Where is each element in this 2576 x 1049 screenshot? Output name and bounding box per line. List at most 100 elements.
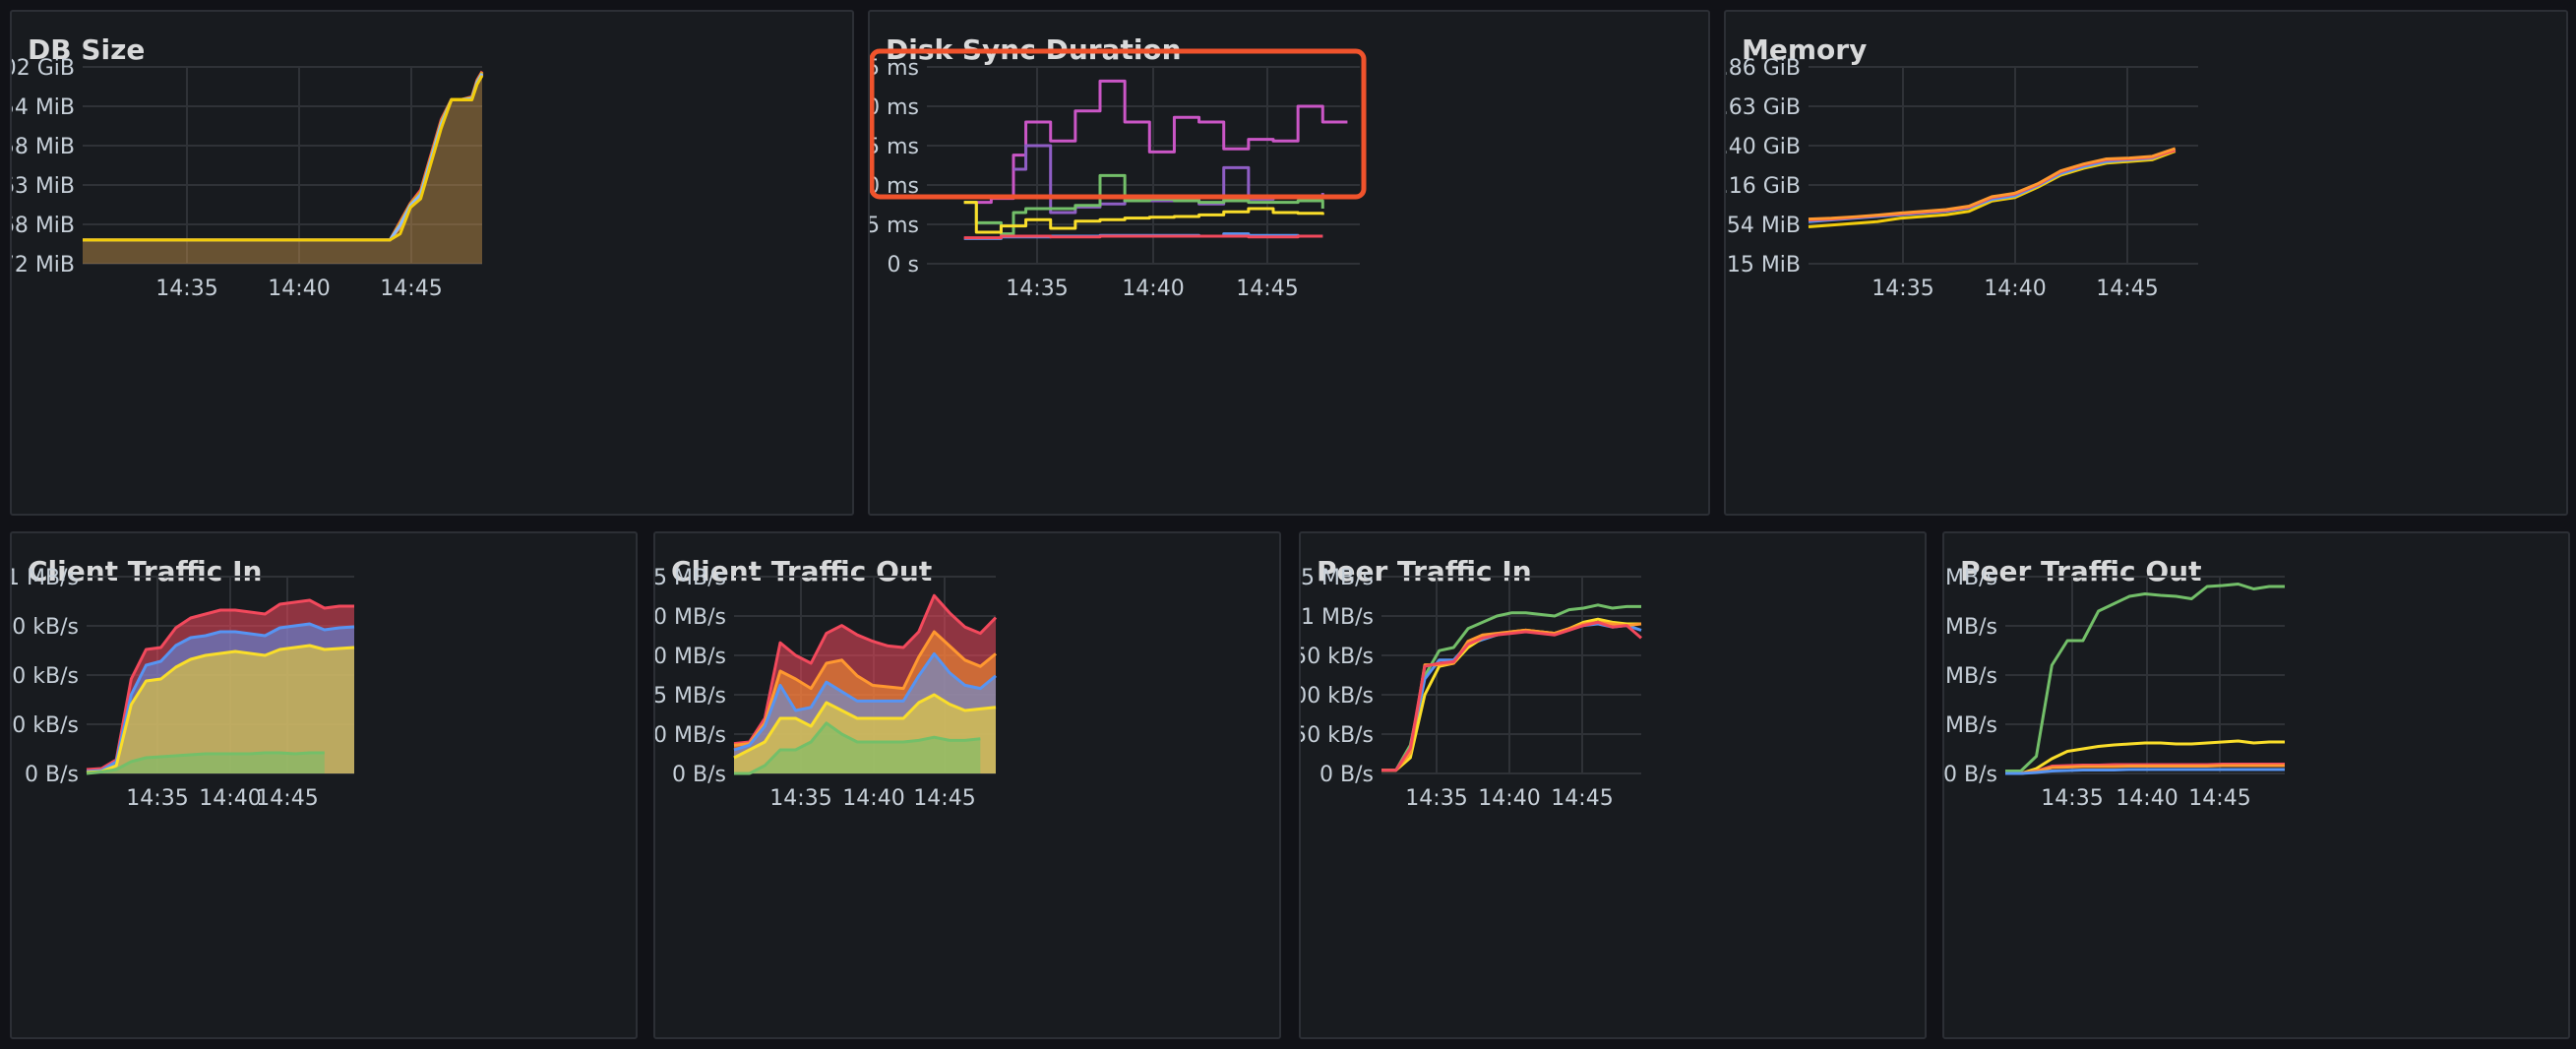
y-tick-label: 1 MB/s	[1944, 713, 1997, 738]
y-tick-label: 5 ms	[870, 214, 919, 238]
x-tick-label: 14:45	[256, 786, 318, 811]
y-tick-label: 0 B/s	[1944, 763, 1997, 787]
series-line	[86, 751, 325, 775]
series-area	[83, 74, 482, 264]
y-tick-label: 2 MB/s	[1944, 664, 1997, 689]
series-line	[1381, 620, 1642, 772]
x-tick-label: 14:45	[913, 786, 975, 811]
x-tick-label: 14:40	[268, 277, 330, 301]
x-tick-label: 14:35	[1405, 786, 1467, 811]
chart-db-size: 572 MiB 668 MiB 763 MiB 858 MiB 954 MiB 1.02 …	[12, 56, 484, 301]
y-tick-label: 15 ms	[870, 135, 919, 159]
x-tick-label: 14:35	[769, 786, 831, 811]
y-tick-label: 1.40 GiB	[1726, 135, 1801, 159]
x-tick-label: 14:35	[126, 786, 188, 811]
y-tick-label: 763 MiB	[12, 174, 75, 199]
y-tick-label: 0 B/s	[672, 763, 726, 787]
series-line	[83, 75, 484, 242]
panel-memory: Memory 715 MiB 954 MiB 1.16 GiB 1.40 GiB 1.6…	[1724, 10, 2568, 516]
x-tick-label: 14:40	[1984, 277, 2046, 301]
series-area	[734, 722, 981, 773]
panel-title: Peer Traffic In	[1317, 555, 1532, 587]
y-tick-label: 250 kB/s	[1301, 723, 1374, 748]
y-tick-label: 1.02 GiB	[12, 56, 75, 81]
y-tick-label: 7.50 MB/s	[655, 645, 726, 669]
x-tick-label: 14:40	[1122, 277, 1184, 301]
panel-title: DB Size	[28, 33, 146, 66]
x-tick-label: 14:40	[2116, 786, 2177, 811]
panel-client-traffic-in: Client Traffic In 0 B/s 250 kB/s 500 kB/s 7…	[10, 531, 638, 1039]
series-line	[1808, 150, 2177, 228]
y-tick-label: 1 MB/s	[12, 566, 79, 590]
y-tick-label: 954 MiB	[1726, 214, 1801, 238]
series-line	[86, 644, 355, 774]
chart-client-traffic-out: 0 B/s 2.50 MB/s 5 MB/s 7.50 MB/s 10 MB/s 12.5…	[655, 566, 998, 811]
series-line	[734, 721, 981, 775]
y-tick-label: 0 s	[888, 253, 919, 278]
panel-peer-traffic-out: Peer Traffic Out 0 B/s 1 MB/s 2 MB/s 3 MB/s…	[1942, 531, 2570, 1039]
series-line	[86, 598, 354, 771]
y-tick-label: 500 kB/s	[1301, 684, 1374, 709]
series-line	[2005, 764, 2285, 775]
y-tick-label: 5 MB/s	[655, 684, 726, 709]
chart-peer-traffic-out: 0 B/s 1 MB/s 2 MB/s 3 MB/s 4 MB/s 14:35 14:40 1…	[1944, 566, 2285, 811]
y-tick-label: 2.50 MB/s	[655, 723, 726, 748]
series-line	[1808, 147, 2177, 221]
chart-client-traffic-in: 0 B/s 250 kB/s 500 kB/s 750 kB/s 1 MB/s 14:35…	[12, 566, 355, 811]
y-tick-label: 1.86 GiB	[1726, 56, 1801, 81]
series-line	[733, 593, 998, 746]
x-tick-label: 14:40	[1478, 786, 1540, 811]
y-tick-label: 250 kB/s	[12, 713, 79, 738]
x-tick-label: 14:40	[199, 786, 261, 811]
series-line	[963, 234, 1323, 240]
chart-disk-sync: 0 s5 ms10 ms15 ms20 ms25 ms14:3514:4014:…	[870, 48, 1367, 301]
series-area	[83, 71, 482, 264]
series-line	[963, 173, 1324, 236]
y-tick-label: 4 MB/s	[1944, 566, 1997, 590]
panel-title: Client Traffic In	[28, 555, 263, 587]
y-tick-label: 668 MiB	[12, 214, 75, 238]
y-tick-label: 750 kB/s	[1301, 645, 1374, 669]
chart-peer-traffic-in: 0 B/s 250 kB/s 500 kB/s 750 kB/s 1 MB/s 1.25 …	[1301, 566, 1642, 811]
y-tick-label: 3 MB/s	[1944, 615, 1997, 640]
series-line	[2005, 768, 2285, 775]
x-tick-label: 14:45	[1551, 786, 1613, 811]
highlight-box	[870, 48, 1367, 200]
chart-memory: 715 MiB 954 MiB 1.16 GiB 1.40 GiB 1.63 GiB 1.…	[1726, 56, 2198, 301]
x-tick-label: 14:40	[842, 786, 904, 811]
x-tick-label: 14:45	[2096, 277, 2158, 301]
y-tick-label: 25 ms	[870, 56, 919, 81]
x-tick-label: 14:45	[380, 277, 442, 301]
y-tick-label: 0 B/s	[25, 763, 79, 787]
y-tick-label: 1.63 GiB	[1726, 95, 1801, 120]
y-tick-label: 750 kB/s	[12, 615, 79, 640]
x-tick-label: 14:35	[2041, 786, 2103, 811]
panel-client-traffic-out: Client Traffic Out 0 B/s2.50 MB/s5 MB/s7…	[653, 531, 1281, 1039]
series-line	[2005, 583, 2285, 772]
panel-db-size: DB Size 572 MiB 668 MiB 763 MiB 858 MiB 954 …	[10, 10, 854, 516]
series-area	[87, 646, 354, 773]
x-tick-label: 14:35	[1006, 277, 1068, 301]
series-line	[733, 693, 997, 760]
y-tick-label: 20 ms	[870, 95, 919, 120]
y-tick-label: 0 B/s	[1319, 763, 1374, 787]
series-line	[1381, 603, 1641, 772]
series-line	[86, 622, 355, 773]
x-tick-label: 14:35	[155, 277, 217, 301]
series-area	[83, 72, 482, 264]
y-tick-label: 1 MB/s	[1301, 605, 1374, 630]
panel-title: Peer Traffic Out	[1960, 555, 2202, 587]
series-line	[963, 201, 1324, 234]
x-tick-label: 14:35	[1871, 277, 1933, 301]
series-line	[2005, 739, 2285, 775]
series-line	[733, 630, 997, 747]
x-tick-label: 14:45	[1236, 277, 1298, 301]
y-tick-label: 858 MiB	[12, 135, 75, 159]
series-line	[733, 651, 997, 752]
y-tick-label: 500 kB/s	[12, 664, 79, 689]
y-tick-label: 1.16 GiB	[1726, 174, 1801, 199]
panel-disk-sync: Disk Sync Duration 0 s5 ms10 ms15 ms20 m…	[868, 10, 1710, 516]
y-tick-label: 10 MB/s	[655, 605, 726, 630]
y-tick-label: 1.25 MB/s	[1301, 566, 1374, 590]
y-tick-label: 572 MiB	[12, 253, 75, 278]
